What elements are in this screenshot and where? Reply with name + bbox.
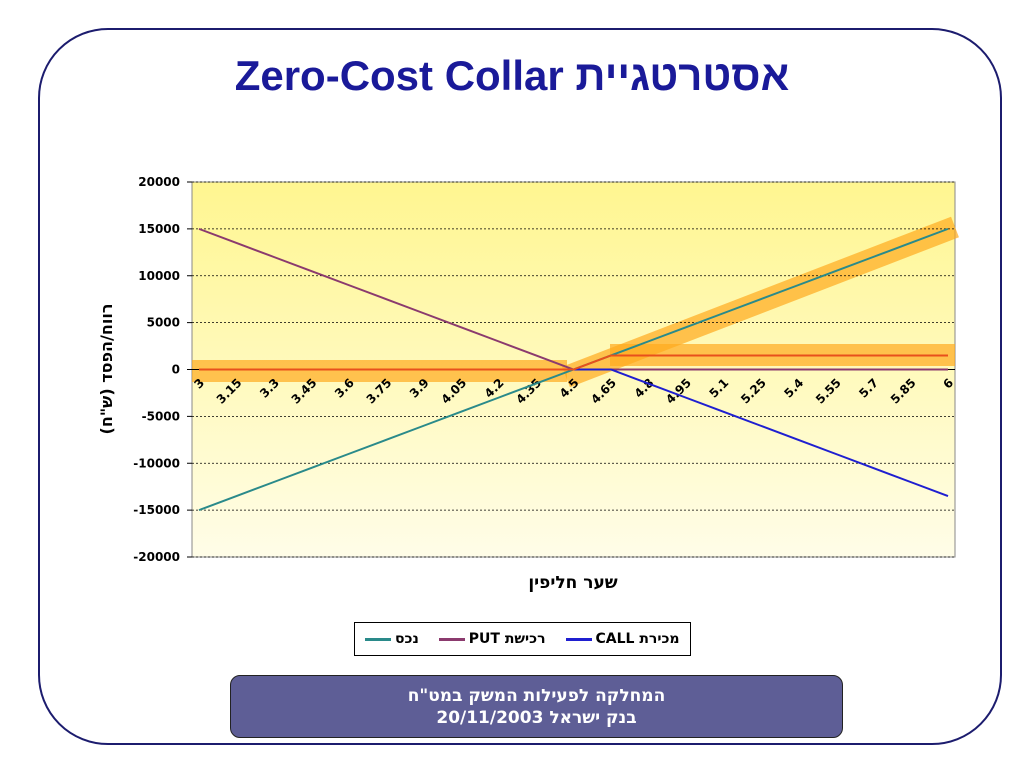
y-tick-label: 5000 bbox=[147, 316, 180, 330]
slide-title: אסטרטגיית Zero-Cost Collar bbox=[234, 52, 790, 99]
legend-item: נכס bbox=[365, 631, 419, 647]
slide-frame bbox=[38, 28, 1002, 745]
legend-label: רכישת PUT bbox=[468, 631, 546, 647]
y-tick-label: 15000 bbox=[138, 222, 180, 236]
legend-swatch bbox=[565, 637, 592, 641]
series-line bbox=[199, 354, 948, 371]
x-axis-title: שער חליפין bbox=[528, 573, 617, 593]
footer-line: המחלקה לפעילות המשק במט"ח bbox=[407, 685, 666, 706]
y-tick-label: -20000 bbox=[133, 550, 180, 564]
legend-label: מכירת CALL bbox=[595, 631, 680, 647]
legend-swatch bbox=[438, 637, 465, 641]
legend-swatch bbox=[365, 637, 391, 641]
y-tick-label: 10000 bbox=[138, 269, 180, 283]
footer-box: המחלקה לפעילות המשק במט"ח בנק ישראל 20/1… bbox=[230, 675, 843, 738]
footer-line: בנק ישראל 20/11/2003 bbox=[436, 707, 637, 728]
y-tick-label: -15000 bbox=[133, 503, 180, 517]
y-tick-label: -10000 bbox=[133, 456, 180, 470]
y-tick-label: -5000 bbox=[142, 409, 180, 423]
y-axis-title: רווח/הפסד (ש"ח) bbox=[97, 304, 116, 435]
y-tick-label: 0 bbox=[172, 363, 180, 377]
legend-item: רכישת PUT bbox=[438, 631, 546, 647]
legend-item: מכירת CALL bbox=[565, 631, 680, 647]
legend-label: נכס bbox=[395, 631, 419, 647]
y-tick-label: 20000 bbox=[138, 175, 180, 189]
legend: נכס רכישת PUT מכירת CALL bbox=[354, 622, 691, 656]
